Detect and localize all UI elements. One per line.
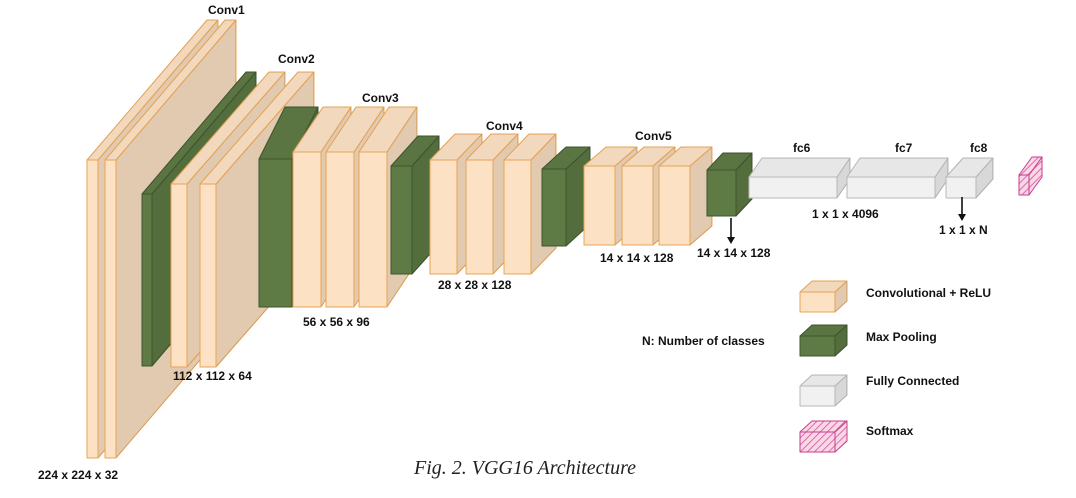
output-arrow-fc8: [958, 197, 966, 221]
legend: Convolutional + ReLU Max Pooling Fully C…: [866, 286, 991, 438]
fc7-label: fc7: [895, 141, 913, 155]
fc7-block: [846, 157, 949, 199]
legend-label-pool: Max Pooling: [866, 330, 937, 344]
pool4-block: [541, 146, 591, 247]
dim-label-conv3: 56 x 56 x 96: [303, 315, 370, 329]
conv1-label: Conv1: [208, 3, 245, 17]
conv5-block-1: [583, 146, 638, 246]
conv5-block-3: [658, 146, 713, 246]
conv2-label: Conv2: [278, 52, 315, 66]
legend-swatch-softmax: [799, 420, 848, 453]
legend-label-fc: Fully Connected: [866, 374, 959, 388]
legend-swatch-fc: [799, 374, 848, 407]
dim-label-conv4: 28 x 28 x 128: [438, 278, 512, 292]
figure-caption: Fig. 2. VGG16 Architecture: [413, 457, 636, 479]
legend-swatch-pool: [799, 324, 848, 357]
legend-swatch-conv: [799, 280, 848, 313]
fc8-label: fc8: [970, 141, 988, 155]
dim-label-input: 224 x 224 x 32: [38, 468, 118, 482]
fc6-block: [748, 157, 851, 199]
dim-label-conv5: 14 x 14 x 128: [600, 251, 674, 265]
dim-label-conv2: 112 x 112 x 64: [173, 369, 252, 383]
fc6-label: fc6: [793, 141, 811, 155]
dim-label-pool5: 14 x 14 x 128: [697, 246, 771, 260]
classes-note: N: Number of classes: [642, 334, 765, 348]
conv3-label: Conv3: [362, 91, 399, 105]
fc8-block: [945, 157, 994, 199]
conv5-label: Conv5: [635, 129, 672, 143]
dim-label-fc8: 1 x 1 x N: [939, 223, 988, 237]
pool5-block: [706, 152, 753, 217]
conv4-label: Conv4: [486, 119, 523, 133]
legend-label-softmax: Softmax: [866, 424, 914, 438]
dim-label-fc: 1 x 1 x 4096: [812, 207, 879, 221]
diagram-shapes: [86, 19, 1043, 459]
legend-label-conv: Convolutional + ReLU: [866, 286, 991, 300]
output-arrow-pool5: [727, 218, 735, 244]
softmax-block: [1018, 156, 1043, 196]
